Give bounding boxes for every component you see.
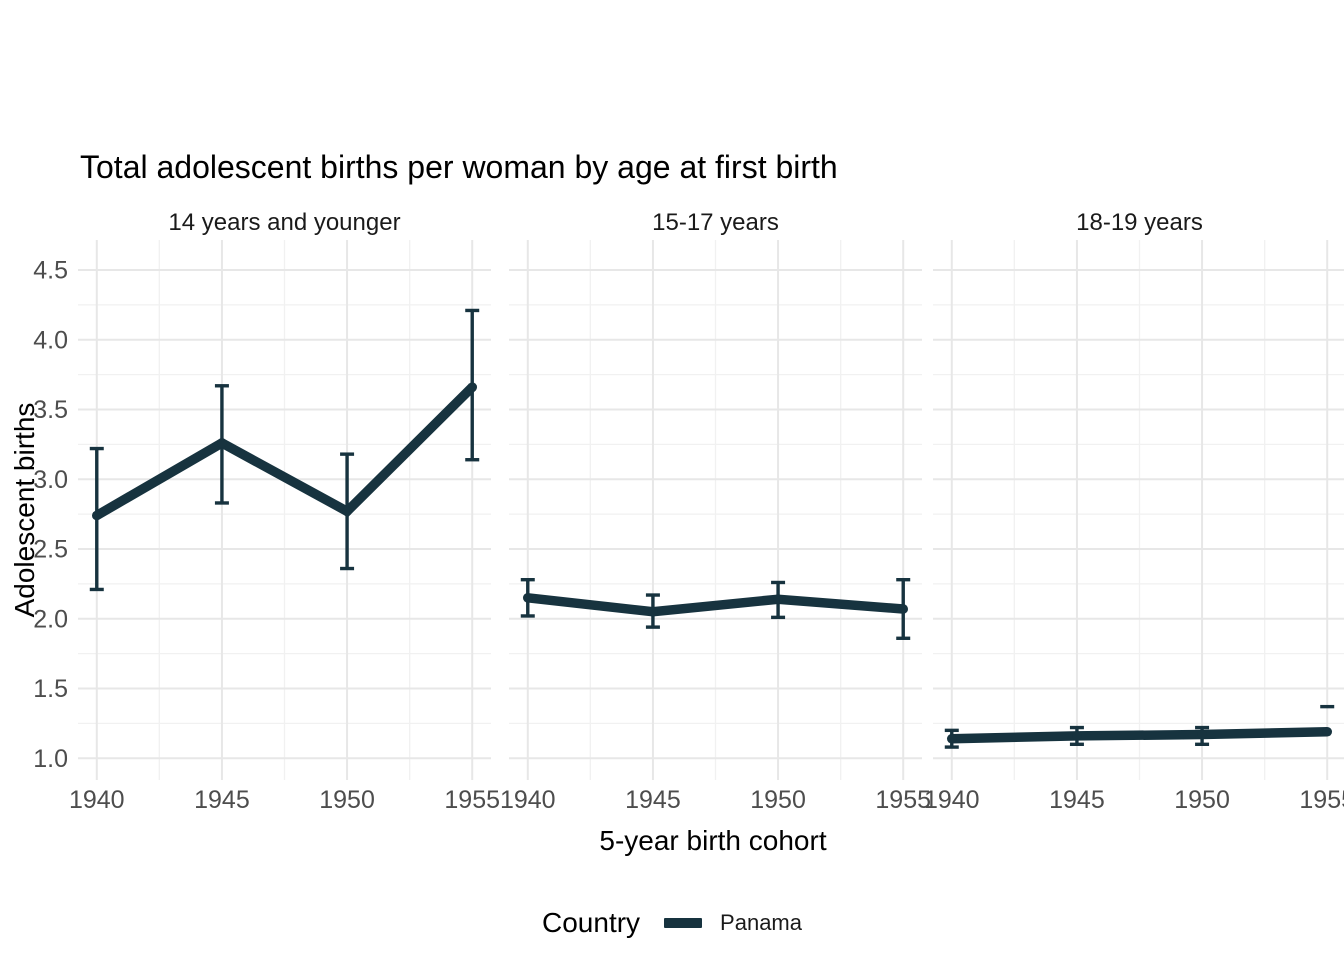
x-axis-tick-label: 1955: [875, 786, 931, 814]
data-point: [946, 733, 957, 744]
x-axis-tick-label: 1950: [1174, 786, 1230, 814]
y-axis-tick-label: 3.5: [33, 396, 68, 424]
data-point: [342, 506, 352, 517]
facet-label: 14 years and younger: [168, 209, 400, 236]
y-axis-tick-label: 1.5: [33, 675, 68, 703]
data-point: [1197, 729, 1207, 740]
y-axis-tick-label: 2.0: [33, 605, 68, 633]
legend-entry-label: Panama: [720, 910, 802, 935]
data-point: [898, 604, 909, 614]
y-axis-tick-label: 3.0: [33, 466, 68, 494]
data-point: [1072, 731, 1082, 741]
data-point: [1322, 726, 1333, 737]
y-axis-tick-label: 4.5: [33, 257, 68, 285]
x-axis-tick-label: 1940: [924, 786, 980, 814]
x-axis-tick-label: 1945: [194, 786, 250, 814]
y-axis-tick-label: 1.0: [33, 745, 68, 773]
x-axis-tick-label: 1955: [444, 786, 500, 814]
legend-title: Country: [542, 907, 641, 938]
data-point: [467, 382, 478, 392]
facet-label: 15-17 years: [652, 209, 779, 236]
legend: Country Panama: [0, 903, 1344, 943]
data-line: [527, 593, 904, 617]
data-point: [91, 510, 102, 521]
data-point: [773, 594, 783, 605]
legend-line-swatch: [664, 918, 703, 928]
x-axis-tick-label: 1950: [750, 786, 806, 814]
y-axis-tick-label: 4.0: [33, 326, 68, 354]
data-line: [94, 383, 476, 520]
x-axis-tick-label: 1955: [1299, 786, 1344, 814]
x-axis-tick-label: 1945: [625, 786, 681, 814]
data-point: [217, 438, 227, 448]
chart-title: Total adolescent births per woman by age…: [80, 149, 838, 185]
facet-label: 18-19 years: [1076, 209, 1203, 236]
y-axis-title: Adolescent births: [9, 403, 40, 618]
x-axis-title: 5-year birth cohort: [599, 825, 826, 856]
data-line: [951, 726, 1328, 744]
x-axis-tick-label: 1950: [319, 786, 375, 814]
data-point: [648, 606, 658, 617]
x-axis-tick-label: 1940: [69, 786, 125, 814]
x-axis-tick-label: 1940: [500, 786, 556, 814]
y-axis-tick-label: 2.5: [33, 536, 68, 564]
data-point: [522, 593, 533, 603]
x-axis-tick-label: 1945: [1049, 786, 1105, 814]
